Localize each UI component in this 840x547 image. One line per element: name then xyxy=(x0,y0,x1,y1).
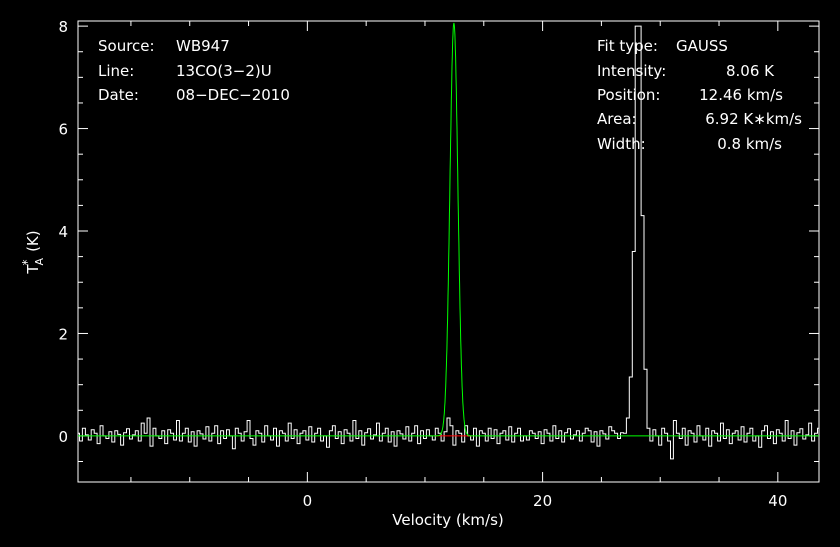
x-tick-label-40: 40 xyxy=(768,492,787,510)
axis-ticks xyxy=(78,21,819,482)
y-tick-label-2: 2 xyxy=(58,325,68,343)
info-fit-type-key: Fit type: xyxy=(597,37,658,55)
plot-area: 0 20 40 0 2 4 6 8 xyxy=(58,18,820,510)
svg-text:T*A(K): T*A (K) xyxy=(20,230,46,274)
info-line-key: Line: xyxy=(98,62,134,80)
info-area-key: Area: xyxy=(597,110,637,128)
axis-tick-labels: 0 20 40 0 2 4 6 8 xyxy=(58,18,787,510)
y-axis-label: T*A (K) xyxy=(20,230,46,274)
plot-frame xyxy=(77,20,820,483)
y-axis-label-subscript: A xyxy=(33,257,46,265)
info-source-key: Source: xyxy=(98,37,155,55)
x-tick-label-20: 20 xyxy=(533,492,552,510)
info-date-key: Date: xyxy=(98,86,139,104)
info-position-key: Position: xyxy=(597,86,660,104)
y-tick-label-4: 4 xyxy=(58,223,68,241)
y-tick-label-8: 8 xyxy=(58,18,68,36)
spectrum-series-line xyxy=(78,25,819,460)
info-source-value: WB947 xyxy=(176,37,230,55)
y-tick-label-0: 0 xyxy=(58,428,68,446)
y-tick-label-6: 6 xyxy=(58,121,68,139)
info-position-value: 12.46 km/s xyxy=(699,86,783,104)
info-left: Source: WB947 Line: 13CO(3−2)U Date: 08−… xyxy=(98,37,290,104)
gaussian-fit-line xyxy=(78,22,819,437)
x-axis-label: Velocity (km/s) xyxy=(392,511,503,529)
y-axis-label-superscript: * xyxy=(20,259,34,265)
y-axis-label-symbol: T xyxy=(24,264,42,275)
info-date-value: 08−DEC−2010 xyxy=(176,86,290,104)
info-intensity-value: 8.06 K xyxy=(726,62,775,80)
y-axis-label-unit: (K) xyxy=(24,230,42,252)
info-line-value: 13CO(3−2)U xyxy=(176,62,272,80)
info-width-key: Width: xyxy=(597,135,646,153)
info-fit-type-value: GAUSS xyxy=(676,37,728,55)
info-intensity-key: Intensity: xyxy=(597,62,666,80)
info-right: Fit type: GAUSS Intensity: 8.06 K Positi… xyxy=(597,37,802,153)
x-tick-label-0: 0 xyxy=(303,492,313,510)
info-width-value: 0.8 km/s xyxy=(717,135,782,153)
info-area-value: 6.92 K∗km/s xyxy=(705,110,802,128)
